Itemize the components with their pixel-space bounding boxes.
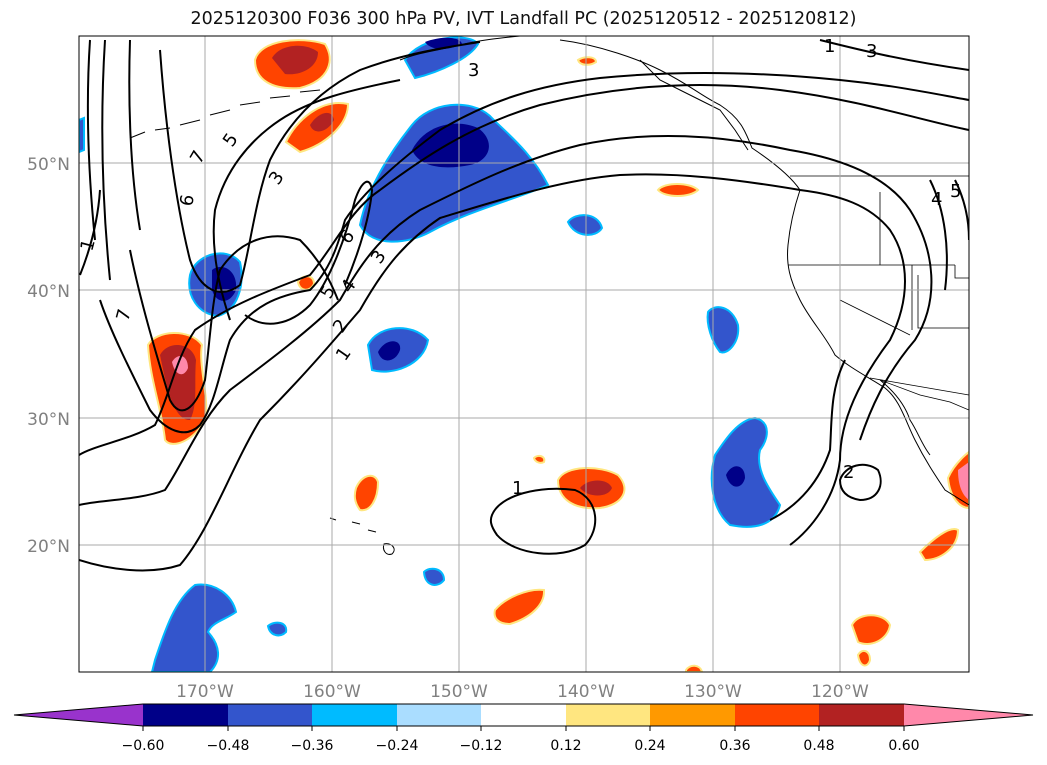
lon-label: 150°W [430,682,488,702]
colorbar-segment [143,704,228,726]
colorbar-segment [228,704,312,726]
contour-label: 5 [950,181,961,202]
contour-label: 2 [843,462,854,483]
lon-label: 170°W [176,682,234,702]
contour-line [489,487,597,555]
colorbar-tick-label: −0.48 [207,738,250,754]
colorbar-segment [650,704,735,726]
lon-label: 120°W [811,682,869,702]
contour-label: 1 [512,478,523,499]
pv-negative-region [79,116,85,154]
contour-label: 7 [113,307,136,323]
pv-positive-region [850,614,892,645]
contour-label: 3 [468,60,479,81]
colorbar-segment [481,704,566,726]
colorbar-segment [735,704,819,726]
pv-negative-region [566,214,604,236]
pv-positive-region [958,462,969,500]
state-boundaries [788,192,969,396]
gridlines [79,36,969,672]
colorbar-tick-label: 0.60 [888,738,919,754]
pv-negative-region [706,306,740,354]
north-america-coastline [559,39,969,506]
contour-line [129,235,339,412]
pv-negative-region [412,123,489,168]
contour-line [79,173,906,572]
colorbar-tick-label: 0.36 [719,738,750,754]
colorbar: −0.60 −0.48 −0.36 −0.24 −0.12 0.12 0.24 … [13,703,1034,754]
colorbar-tick-label: 0.12 [550,738,581,754]
pv-positive-region [353,474,380,512]
political-boundaries [788,175,969,411]
colorbar-tick-labels: −0.60 −0.48 −0.36 −0.24 −0.12 0.12 0.24 … [122,738,920,754]
pv-positive-region [493,588,546,626]
contour-line [99,71,969,434]
pv-positive-region [576,56,598,66]
pv-negative-region [710,416,782,528]
canada-coast [639,59,749,151]
colorbar-segment [819,704,904,726]
pv-negative-region [150,583,238,672]
contour-line [819,39,969,71]
pv-positive-region [532,454,546,464]
contour-line [244,180,374,325]
colorbar-tick-label: −0.36 [291,738,334,754]
pv-positive-region [580,480,612,496]
colorbar-segment [312,704,397,726]
colorbar-segment [397,704,481,726]
colorbar-segment [566,704,650,726]
pv-negative-region [403,36,480,80]
lat-label: 20°N [27,537,70,557]
map-area: 1 1 1 2 2 3 3 3 3 4 4 5 5 5 6 6 7 7 1 [77,36,969,672]
pv-positive-region [856,649,872,667]
contour-line [769,359,846,521]
pv-negative-region [422,567,446,586]
pv-positive-region [310,112,334,132]
lon-label: 160°W [303,682,361,702]
colorbar-segment-low-extend [14,704,143,726]
map-border [78,35,970,673]
latitude-labels: 50°N 40°N 30°N 20°N [27,155,70,557]
contour-label: 3 [866,41,877,62]
lon-label: 140°W [557,682,615,702]
pv-negative-region [266,621,288,637]
contour-line [79,189,101,276]
contour-line [79,84,969,456]
aleutian-islands [129,89,321,139]
contour-label: 1 [824,36,835,57]
colorbar-tick-label: −0.24 [376,738,419,754]
contour-label: 4 [931,189,942,210]
pv-positive-region [272,45,318,75]
colorbar-segment-high-extend [904,704,1033,726]
longitude-labels: 170°W 160°W 150°W 140°W 130°W 120°W [176,682,869,702]
colorbar-tick-label: 0.24 [634,738,665,754]
contour-line [86,39,141,281]
contour-line [159,41,481,293]
positive-anomaly-shading [146,39,969,672]
mexico-border [879,379,969,411]
hawaii-islands [329,517,395,555]
pv-positive-region [656,183,700,197]
baja-coastline [879,379,931,456]
negative-anomaly-shading [79,36,782,672]
map-title: 2025120300 F036 300 hPa PV, IVT Landfall… [190,9,857,29]
contour-label: 6 [176,193,199,208]
contour-label: 1 [77,237,100,253]
contour-line [838,463,882,502]
colorbar-tick-label: −0.12 [460,738,503,754]
pv-negative-region [358,103,550,243]
lat-label: 30°N [27,410,70,430]
contour-line [79,134,933,506]
lon-label: 130°W [684,682,742,702]
pv-positive-region [685,664,704,672]
lat-label: 50°N [27,155,70,175]
colorbar-tick-label: 0.48 [803,738,834,754]
lat-label: 40°N [27,282,70,302]
pv-negative-region [726,466,745,487]
pv-negative-region [378,341,401,361]
contour-line [212,79,401,321]
colorbar-tick-label: −0.60 [122,738,165,754]
ivt-contours [79,39,969,572]
